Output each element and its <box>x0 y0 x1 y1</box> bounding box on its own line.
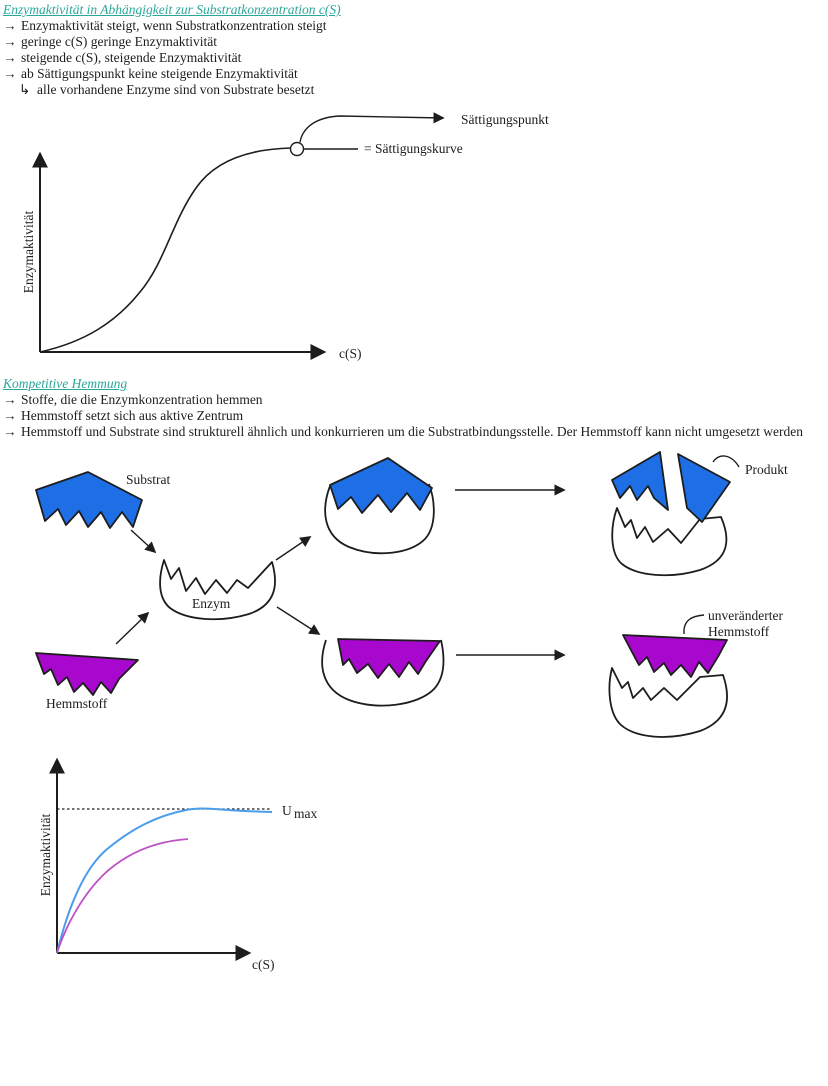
substrate-label: Substrat <box>126 472 171 487</box>
section2-notes: Kompetitive Hemmung → Stoffe, die die En… <box>3 376 803 440</box>
enzyme-shape <box>159 559 276 621</box>
bullet-text: Enzymaktivität steigt, wenn Substratkonz… <box>21 18 327 33</box>
sub-bullet-line: ↳ alle vorhandene Enzyme sind von Substr… <box>3 82 815 98</box>
arrow-bullet-icon: → <box>3 66 17 81</box>
unchanged-inhibitor-shape <box>622 634 728 678</box>
bullet-text: Stoffe, die die Enzymkonzentration hemme… <box>21 392 263 407</box>
bullet-text: Hemmstoff setzt sich aus aktive Zentrum <box>21 408 244 423</box>
competitive-inhibition-diagram: Substrat Hemmstoff Enzym Produkt unverän… <box>35 451 788 738</box>
inhibitor-to-enzyme-arrow <box>115 611 150 645</box>
bullet-text: ab Sättigungspunkt keine steigende Enzym… <box>21 66 298 81</box>
bullet-line: → steigende c(S), steigende Enzymaktivit… <box>3 50 815 66</box>
sigmoid-curve <box>39 147 292 353</box>
arrow-bullet-icon: → <box>3 424 17 439</box>
arrow-bullet-icon: → <box>3 50 17 65</box>
bullet-line: → Hemmstoff setzt sich aus aktive Zentru… <box>3 408 803 424</box>
arrow-bullet-icon: → <box>3 34 17 49</box>
inhibition-kinetics-chart: c(S) Enzymaktivität U max <box>38 757 317 972</box>
x-axis-label: c(S) <box>339 346 362 361</box>
bullet-text: Hemmstoff und Substrate sind strukturell… <box>21 424 803 439</box>
enzyme-to-es-complex-arrow <box>275 536 312 561</box>
inhibited-curve <box>56 838 189 954</box>
product-pointer <box>712 455 740 468</box>
unchanged-inhibitor-label-line1: unveränderter <box>708 608 783 623</box>
arrow-bullet-icon: → <box>3 18 17 33</box>
unchanged-inhibitor-pointer <box>683 614 705 635</box>
y-axis-label: Enzymaktivität <box>21 211 36 294</box>
enzyme-cup <box>608 667 728 738</box>
uninhibited-curve <box>56 807 273 954</box>
enzyme-cup <box>324 483 435 555</box>
product-label: Produkt <box>745 462 788 477</box>
product-group: Produkt <box>611 451 788 577</box>
section2-title: Kompetitive Hemmung <box>3 376 128 391</box>
enzyme-inhibitor-complex <box>321 638 445 707</box>
unchanged-inhibitor-group: unveränderter Hemmstoff <box>608 608 783 738</box>
arrow-bullet-icon: → <box>3 408 17 423</box>
product-piece-right <box>677 453 731 523</box>
saturation-point-label: Sättigungspunkt <box>461 112 549 127</box>
bullet-text: steigende c(S), steigende Enzymaktivität <box>21 50 242 65</box>
section1-notes: Enzymaktivität in Abhängigkeit zur Subst… <box>3 2 815 98</box>
arrow-bullet-icon: → <box>3 392 17 407</box>
substrate-shape <box>35 471 143 529</box>
docked-substrate-shape <box>329 457 433 514</box>
umax-label: U <box>282 803 292 818</box>
saturation-point-marker <box>289 141 305 157</box>
bullet-line: → Hemmstoff und Substrate sind strukture… <box>3 424 803 440</box>
saturation-curve-label: = Sättigungskurve <box>364 141 463 156</box>
bullet-line: → Stoffe, die die Enzymkonzentration hem… <box>3 392 803 408</box>
section1-title: Enzymaktivität in Abhängigkeit zur Subst… <box>3 2 341 17</box>
inhibitor-shape <box>35 652 139 696</box>
bullet-line: → Enzymaktivität steigt, wenn Substratko… <box>3 18 815 34</box>
enzyme-cup <box>611 507 728 577</box>
x-axis-label: c(S) <box>252 957 275 972</box>
y-axis-label: Enzymaktivität <box>38 814 53 897</box>
enzyme-label: Enzym <box>192 596 231 611</box>
umax-subscript: max <box>294 806 317 821</box>
substrate-to-enzyme-arrow <box>130 529 157 554</box>
enzyme-substrate-complex <box>324 457 435 555</box>
sub-bullet-text: alle vorhandene Enzyme sind von Substrat… <box>37 82 315 97</box>
corner-arrow-icon: ↳ <box>19 82 31 97</box>
inhibitor-label: Hemmstoff <box>46 696 108 711</box>
enzyme-to-ei-complex-arrow <box>276 606 321 635</box>
saturation-point-arrow <box>299 112 445 143</box>
product-piece-left <box>611 451 669 511</box>
saturation-curve-chart: c(S) Enzymaktivität = Sättigungskurve Sä… <box>21 112 549 361</box>
docked-inhibitor-shape <box>337 638 441 679</box>
bullet-line: → geringe c(S) geringe Enzymaktivität <box>3 34 815 50</box>
unchanged-inhibitor-label-line2: Hemmstoff <box>708 624 770 639</box>
bullet-text: geringe c(S) geringe Enzymaktivität <box>21 34 218 49</box>
bullet-line: → ab Sättigungspunkt keine steigende Enz… <box>3 66 815 82</box>
